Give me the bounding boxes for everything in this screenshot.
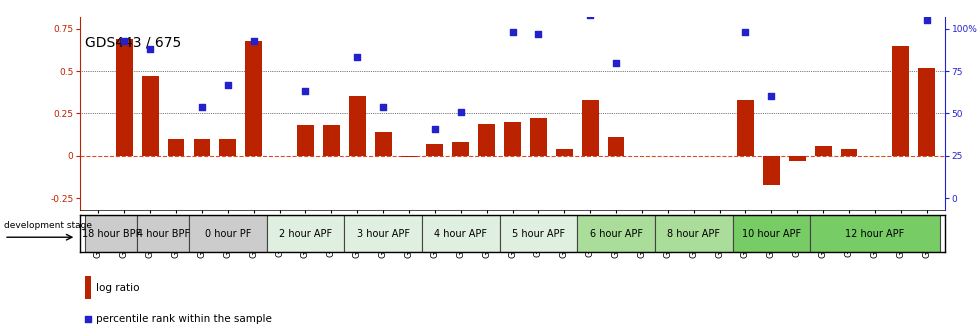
Bar <box>556 149 572 156</box>
Point <box>80 316 96 321</box>
Bar <box>296 125 314 156</box>
Text: percentile rank within the sample: percentile rank within the sample <box>96 313 272 324</box>
Point <box>142 46 157 52</box>
Text: 6 hour APF: 6 hour APF <box>589 228 642 239</box>
Bar <box>577 215 654 252</box>
Bar <box>344 215 422 252</box>
Text: 0 hour PF: 0 hour PF <box>204 228 250 239</box>
Bar <box>323 125 339 156</box>
Text: development stage: development stage <box>4 221 92 230</box>
Point <box>504 29 519 35</box>
Point <box>375 104 390 109</box>
Bar <box>194 139 210 156</box>
Bar <box>85 215 137 252</box>
Text: 4 hour APF: 4 hour APF <box>434 228 487 239</box>
Text: 12 hour APF: 12 hour APF <box>844 228 904 239</box>
Bar <box>654 215 732 252</box>
Bar <box>891 46 909 156</box>
Point <box>220 82 236 87</box>
Point <box>349 55 365 60</box>
Bar <box>137 215 189 252</box>
Text: 2 hour APF: 2 hour APF <box>279 228 332 239</box>
Point <box>426 126 442 131</box>
Bar <box>348 96 365 156</box>
Bar <box>245 41 262 156</box>
Text: 3 hour APF: 3 hour APF <box>356 228 409 239</box>
Bar <box>607 137 624 156</box>
Text: 8 hour APF: 8 hour APF <box>666 228 720 239</box>
Point <box>892 1 908 6</box>
Bar <box>504 122 520 156</box>
Point <box>245 38 261 43</box>
Text: GDS443 / 675: GDS443 / 675 <box>85 36 182 50</box>
Point <box>194 104 209 109</box>
Bar <box>732 215 810 252</box>
Bar <box>167 139 184 156</box>
Bar <box>115 39 133 156</box>
Bar <box>810 215 939 252</box>
Bar <box>840 149 857 156</box>
Text: log ratio: log ratio <box>96 283 140 293</box>
Bar <box>581 100 598 156</box>
Point <box>582 12 598 18</box>
Point <box>453 109 468 114</box>
Point <box>917 17 933 23</box>
Text: 18 hour BPF: 18 hour BPF <box>81 228 141 239</box>
Bar <box>917 68 934 156</box>
Bar <box>762 156 778 184</box>
Point <box>530 31 546 36</box>
Point <box>116 38 132 43</box>
Text: 5 hour APF: 5 hour APF <box>511 228 564 239</box>
Bar <box>499 215 577 252</box>
Point <box>763 94 778 99</box>
Bar <box>477 124 495 156</box>
Point <box>297 89 313 94</box>
Bar <box>736 100 753 156</box>
Bar <box>788 156 805 161</box>
Bar <box>266 215 344 252</box>
Text: 4 hour BPF: 4 hour BPF <box>136 228 190 239</box>
Bar <box>219 139 236 156</box>
Text: 10 hour APF: 10 hour APF <box>741 228 800 239</box>
Bar <box>452 142 468 156</box>
Point <box>607 60 623 65</box>
Bar <box>814 145 830 156</box>
Bar <box>422 215 499 252</box>
Bar <box>426 144 443 156</box>
Bar <box>529 119 547 156</box>
Bar <box>85 277 91 299</box>
Bar <box>142 76 158 156</box>
Bar <box>375 132 391 156</box>
Point <box>736 29 752 35</box>
Bar <box>189 215 266 252</box>
Bar <box>400 156 417 158</box>
